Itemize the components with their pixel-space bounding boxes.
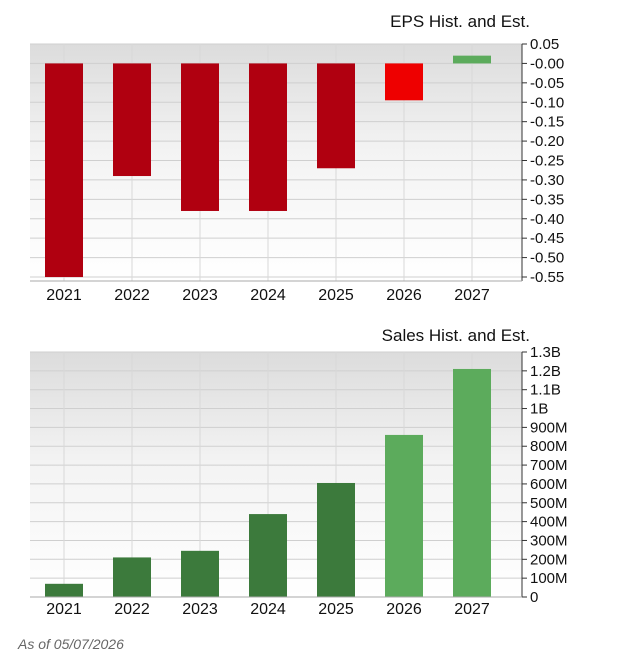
sales-y-tick-label: 1.3B <box>530 344 561 361</box>
sales-bar-2024 <box>249 514 287 597</box>
sales-y-tick-label: 500M <box>530 495 568 512</box>
sales-y-tick-label: 600M <box>530 476 568 493</box>
eps-bar-2024 <box>249 63 287 211</box>
eps-x-tick-label: 2021 <box>46 287 82 304</box>
eps-y-tick-label: -0.05 <box>530 75 564 92</box>
eps-y-tick-label: 0.05 <box>530 36 559 53</box>
sales-x-tick-label: 2023 <box>182 601 218 618</box>
eps-y-tick-label: -0.15 <box>530 114 564 131</box>
sales-y-tick-label: 900M <box>530 419 568 436</box>
eps-bar-2021 <box>45 63 83 278</box>
eps-bar-2025 <box>317 63 355 169</box>
sales-y-tick-label: 300M <box>530 532 568 549</box>
eps-y-tick-label: -0.20 <box>530 133 564 150</box>
sales-bar-2025 <box>317 482 355 597</box>
sales-y-tick-label: 0 <box>530 589 538 606</box>
eps-y-tick-label: -0.55 <box>530 269 564 286</box>
sales-bar-2026 <box>385 434 423 597</box>
sales-y-tick-label: 400M <box>530 514 568 531</box>
eps-y-tick-label: -0.30 <box>530 172 564 189</box>
sales-x-tick-label: 2024 <box>250 601 286 618</box>
eps-bar-2026 <box>385 63 423 101</box>
sales-x-tick-label: 2026 <box>386 601 422 618</box>
sales-y-tick-label: 700M <box>530 457 568 474</box>
sales-y-tick-label: 200M <box>530 551 568 568</box>
sales-y-tick-label: 1B <box>530 401 548 418</box>
eps-y-tick-label: -0.50 <box>530 250 564 267</box>
sales-x-tick-label: 2027 <box>454 601 490 618</box>
eps-y-tick-label: -0.00 <box>530 55 564 72</box>
eps-bar-2022 <box>113 63 151 177</box>
eps-x-tick-label: 2023 <box>182 287 218 304</box>
sales-y-tick-label: 1.1B <box>530 382 561 399</box>
eps-x-tick-label: 2026 <box>386 287 422 304</box>
eps-y-tick-label: -0.25 <box>530 153 564 170</box>
eps-x-tick-label: 2025 <box>318 287 354 304</box>
as-of-date-note: As of 05/07/2026 <box>18 636 124 652</box>
eps-y-tick-label: -0.45 <box>530 230 564 247</box>
sales-y-tick-label: 100M <box>530 570 568 587</box>
sales-bar-2021 <box>45 583 83 597</box>
sales-y-tick-label: 1.2B <box>530 363 561 380</box>
sales-x-tick-label: 2021 <box>46 601 82 618</box>
eps-chart-title: EPS Hist. and Est. <box>390 12 530 31</box>
eps-y-tick-label: -0.35 <box>530 191 564 208</box>
eps-bar-2023 <box>181 63 219 211</box>
eps-x-tick-label: 2022 <box>114 287 150 304</box>
eps-bar-2027 <box>453 55 491 64</box>
eps-x-tick-label: 2024 <box>250 287 286 304</box>
sales-chart-title: Sales Hist. and Est. <box>382 326 530 345</box>
eps-y-tick-label: -0.40 <box>530 211 564 228</box>
eps-x-tick-label: 2027 <box>454 287 490 304</box>
sales-y-tick-label: 800M <box>530 438 568 455</box>
eps-chart: EPS Hist. and Est. 0.05 -0.00 -0.05 -0.10 -0… <box>30 12 564 304</box>
sales-bar-2027 <box>453 368 491 597</box>
sales-x-tick-label: 2022 <box>114 601 150 618</box>
eps-y-tick-label: -0.10 <box>530 94 564 111</box>
sales-x-tick-label: 2025 <box>318 601 354 618</box>
sales-bar-2023 <box>181 550 219 597</box>
sales-bar-2022 <box>113 557 151 597</box>
